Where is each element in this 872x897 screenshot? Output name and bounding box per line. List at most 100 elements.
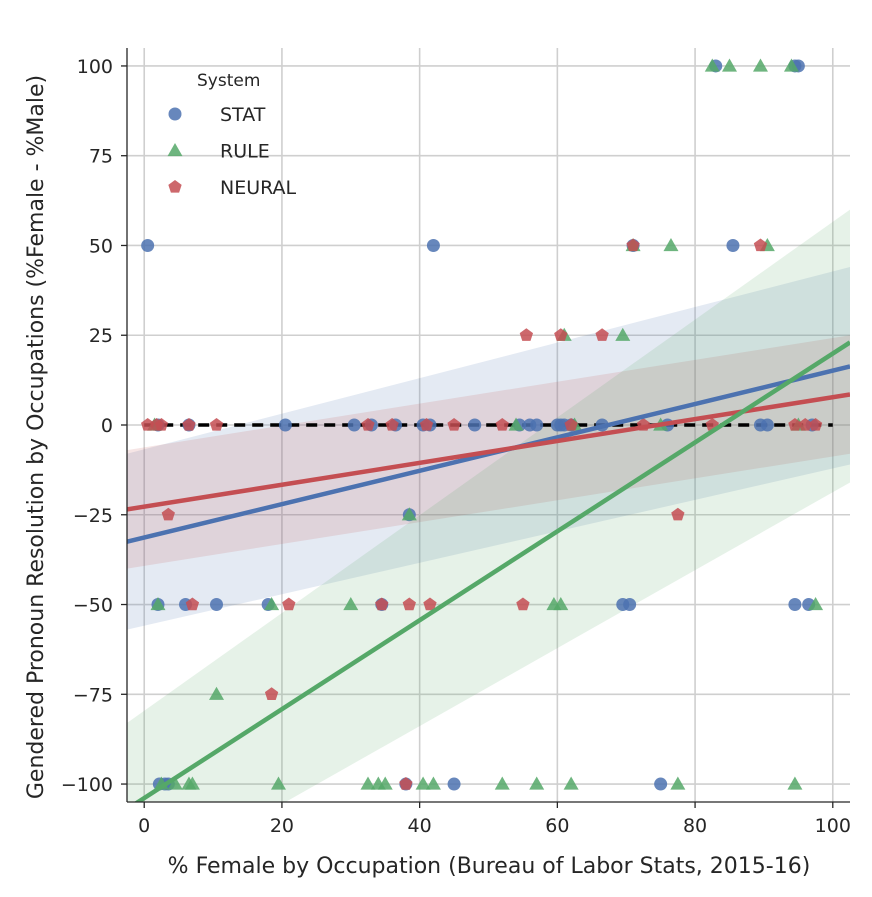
rule-point: [425, 776, 441, 790]
neural-point: [282, 597, 296, 611]
rule-point: [722, 58, 737, 72]
x-tick-label: 80: [683, 815, 707, 837]
rule-point: [415, 776, 431, 790]
series-neural: [141, 238, 823, 790]
stat-point: [278, 418, 292, 432]
neural-point: [595, 328, 609, 341]
neural-point: [516, 597, 530, 611]
stat-point: [788, 598, 802, 612]
rule-point: [270, 776, 286, 790]
tick-labels: 0 20 40 60 80 100 −100 −75 −50 −25 0 25 50 75 100: [61, 56, 851, 837]
neural-point: [375, 597, 389, 611]
neural-point: [753, 238, 768, 252]
y-tick-label: 50: [89, 235, 113, 257]
regression-lines: [127, 340, 850, 802]
rule-point: [563, 776, 579, 790]
neural-point: [423, 597, 437, 611]
stat-point: [141, 238, 155, 252]
regression-line-rule: [133, 340, 850, 802]
legend-marker-stat: [168, 107, 182, 121]
legend-marker-rule: [167, 143, 183, 157]
neural-point: [554, 328, 568, 341]
y-tick-label: −75: [73, 684, 113, 706]
confidence-band-rule: [127, 209, 850, 802]
rule-point: [808, 597, 824, 611]
legend-label-neural: NEURAL: [220, 177, 297, 199]
rule-point: [615, 327, 631, 341]
rule-point: [783, 58, 799, 72]
stat-point: [654, 777, 668, 791]
x-axis-label: % Female by Occupation (Bureau of Labor …: [168, 854, 811, 879]
neural-point: [788, 418, 802, 431]
y-tick-label: 25: [89, 325, 113, 347]
rule-point: [401, 507, 417, 521]
x-tick-label: 60: [545, 815, 569, 837]
rule-point: [752, 58, 768, 72]
neural-point: [264, 687, 279, 700]
neural-point: [447, 418, 461, 431]
neural-point: [495, 418, 509, 431]
stat-point: [447, 777, 461, 791]
x-tick-label: 100: [815, 815, 851, 837]
neural-point: [161, 507, 175, 521]
neural-point: [808, 418, 823, 431]
rule-point: [553, 597, 569, 611]
stat-point: [726, 238, 740, 252]
y-tick-label: 75: [89, 146, 113, 168]
legend-title: System: [197, 71, 260, 91]
rule-point: [663, 237, 679, 252]
rule-point: [704, 58, 720, 72]
y-tick-label: 100: [77, 56, 113, 78]
y-tick-label: 0: [101, 415, 113, 437]
y-tick-label: −100: [61, 774, 113, 796]
axes: [121, 48, 850, 808]
neural-point: [419, 418, 434, 431]
rule-point: [529, 776, 545, 790]
x-tick-label: 0: [138, 815, 150, 837]
neural-point: [798, 418, 812, 431]
legend-marker-neural: [168, 180, 182, 193]
rule-point: [670, 776, 686, 790]
neural-point: [182, 418, 196, 431]
data-points: [141, 58, 824, 791]
neural-point: [141, 418, 155, 431]
confidence-bands: [127, 209, 850, 802]
rule-point: [184, 776, 200, 790]
stat-point: [623, 598, 637, 612]
neural-point: [361, 418, 375, 431]
rule-point: [150, 597, 166, 611]
stat-point: [468, 418, 482, 432]
legend-label-rule: RULE: [220, 141, 270, 163]
confidence-band-stat: [127, 267, 850, 630]
neural-point: [519, 328, 534, 341]
rule-point: [167, 776, 183, 790]
neural-point: [209, 418, 224, 431]
neural-point: [185, 597, 200, 611]
neural-point: [402, 597, 416, 611]
regression-line-neural: [127, 392, 850, 512]
neural-point: [564, 418, 578, 431]
rule-point: [209, 686, 225, 700]
rule-point: [264, 597, 280, 611]
rule-point: [508, 417, 524, 431]
rule-point: [343, 597, 359, 611]
stat-point: [210, 598, 224, 612]
y-axis-label: Gendered Pronoun Resolution by Occupatio…: [24, 75, 49, 799]
neural-point: [385, 418, 399, 431]
stat-point: [530, 418, 544, 432]
x-tick-label: 20: [270, 815, 294, 837]
stat-point: [347, 418, 361, 432]
x-tick-label: 40: [408, 815, 432, 837]
stat-point: [760, 418, 774, 432]
neural-point: [154, 418, 169, 431]
stat-point: [426, 238, 440, 252]
neural-point: [399, 777, 413, 790]
legend: System STAT RULE NEURAL: [167, 71, 297, 199]
y-tick-label: −50: [73, 595, 113, 617]
neural-point: [626, 238, 640, 252]
rule-point: [494, 776, 510, 790]
legend-label-stat: STAT: [220, 104, 266, 126]
y-tick-label: −25: [73, 505, 113, 527]
neural-point: [671, 507, 685, 521]
